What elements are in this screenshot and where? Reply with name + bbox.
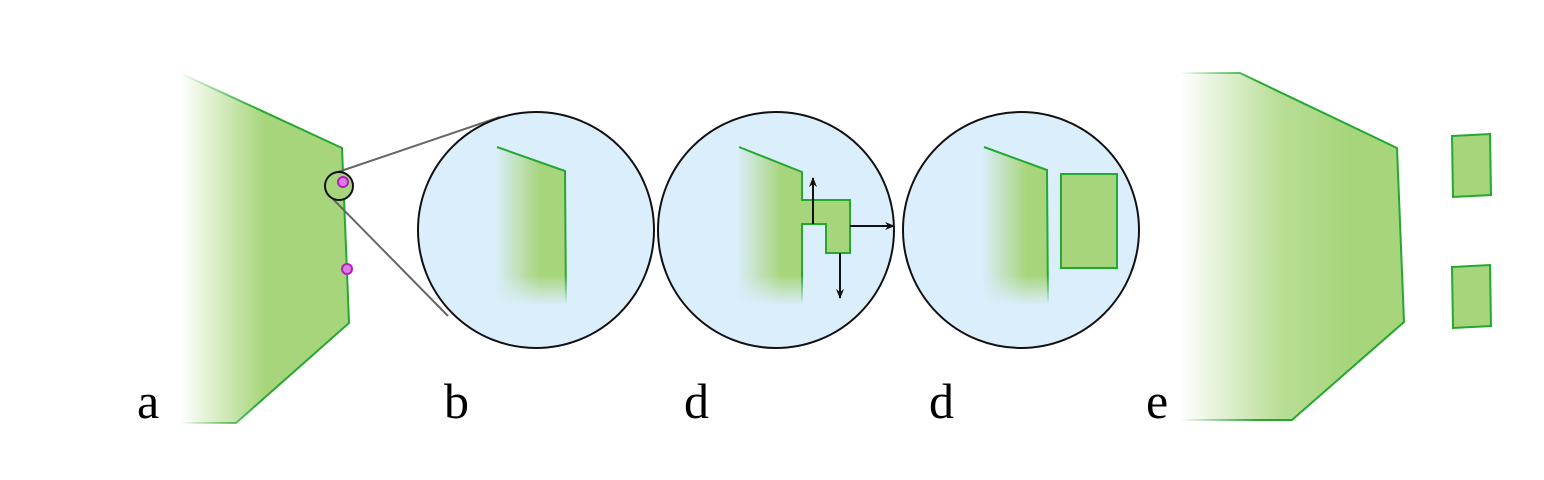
panel-b-edge-shape xyxy=(495,146,566,310)
panel-d-separated-rect xyxy=(1060,173,1118,269)
zoom-line-top xyxy=(337,116,501,173)
panel-e-polygon-outline xyxy=(1180,72,1406,421)
vertex-marker-top xyxy=(337,176,349,188)
panel-b-label: b xyxy=(444,373,469,429)
panel-a-polygon-outline xyxy=(179,72,351,424)
panel-d-edge-outline xyxy=(983,146,1049,311)
panel-d: d xyxy=(902,111,1140,429)
panel-a-polygon xyxy=(180,73,349,423)
panel-c-label: d xyxy=(684,373,709,429)
panel-a-label: a xyxy=(137,373,159,429)
panel-e-piece-bottom xyxy=(1450,263,1493,330)
panel-a: a xyxy=(137,72,501,429)
panel-c-notched-shape xyxy=(737,146,850,310)
panel-e-label: e xyxy=(1146,373,1168,429)
panel-c-notched-outline xyxy=(738,146,851,310)
panel-d-edge-shape xyxy=(982,146,1048,310)
panel-b: b xyxy=(417,111,655,429)
panel-b-edge-outline xyxy=(496,146,567,311)
panel-d-label: d xyxy=(929,373,954,429)
panel-e-piece-top xyxy=(1450,132,1493,199)
panel-c: d xyxy=(657,111,895,429)
panel-e: e xyxy=(1146,72,1493,429)
zoom-line-bottom xyxy=(329,195,449,317)
vertex-marker-bottom xyxy=(341,263,353,275)
panel-e-polygon xyxy=(1180,73,1404,420)
